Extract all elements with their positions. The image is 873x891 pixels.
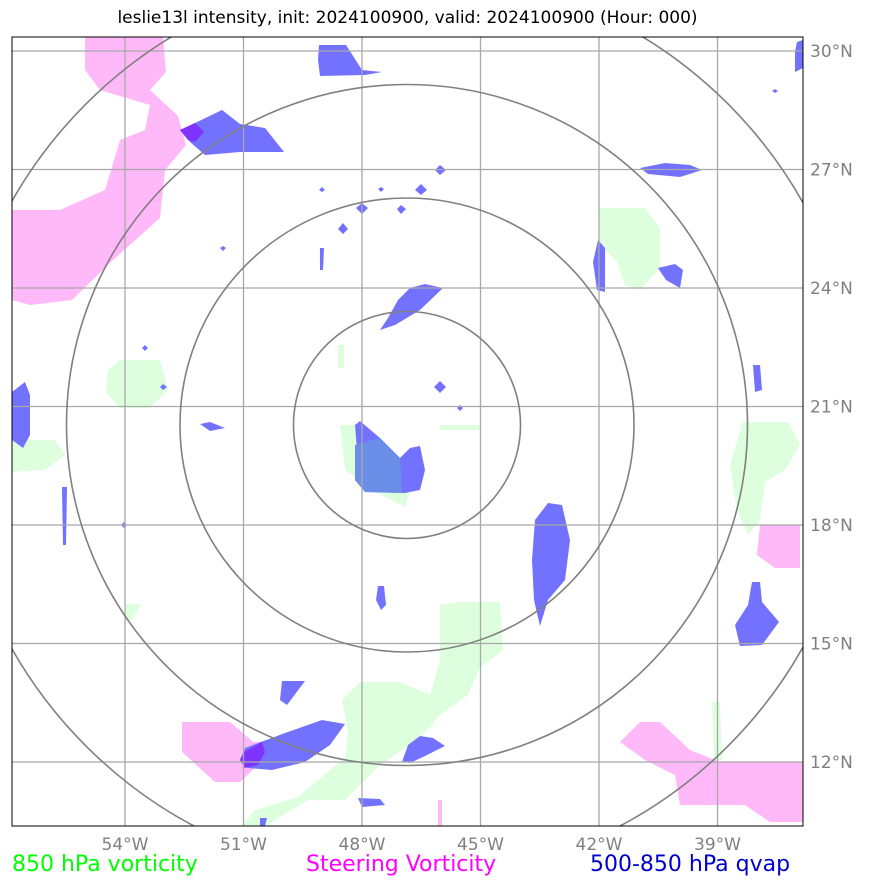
map-title: leslie13l intensity, init: 2024100900, v… xyxy=(117,8,698,28)
latitude-gridlines xyxy=(12,50,803,763)
legend-850-vorticity: 850 hPa vorticity xyxy=(12,852,198,877)
longitude-tick-labels: 54°W 51°W 48°W 45°W 42°W 39°W xyxy=(102,835,742,855)
latitude-tick-label: 15°N xyxy=(810,635,853,655)
longitude-tick-label: 48°W xyxy=(339,835,386,855)
longitude-tick-label: 42°W xyxy=(576,835,623,855)
steering-vorticity-field xyxy=(12,37,803,826)
range-ring xyxy=(65,83,749,767)
latitude-tick-label: 18°N xyxy=(810,516,853,536)
overlap-field xyxy=(180,123,265,768)
latitude-tick-labels: 30°N 27°N 24°N 21°N 18°N 15°N 12°N xyxy=(810,42,853,773)
legend-steering-vorticity: Steering Vorticity xyxy=(306,852,497,877)
longitude-tick-label: 39°W xyxy=(694,835,741,855)
longitude-tick-label: 51°W xyxy=(220,835,267,855)
latitude-tick-label: 30°N xyxy=(810,42,853,62)
latitude-tick-label: 24°N xyxy=(810,279,853,299)
range-rings xyxy=(12,37,803,826)
latitude-tick-label: 27°N xyxy=(810,161,853,181)
vorticity-qvap-overlap xyxy=(355,438,402,493)
range-ring xyxy=(292,310,522,540)
legend-qvap: 500-850 hPa qvap xyxy=(590,852,791,877)
longitude-tick-label: 45°W xyxy=(457,835,504,855)
range-ring xyxy=(179,197,635,653)
latitude-tick-label: 12°N xyxy=(810,753,853,773)
map-plot-area xyxy=(12,37,803,826)
longitude-tick-label: 54°W xyxy=(102,835,149,855)
latitude-tick-label: 21°N xyxy=(810,398,853,418)
longitude-gridlines xyxy=(124,37,719,826)
map-frame xyxy=(11,36,804,827)
